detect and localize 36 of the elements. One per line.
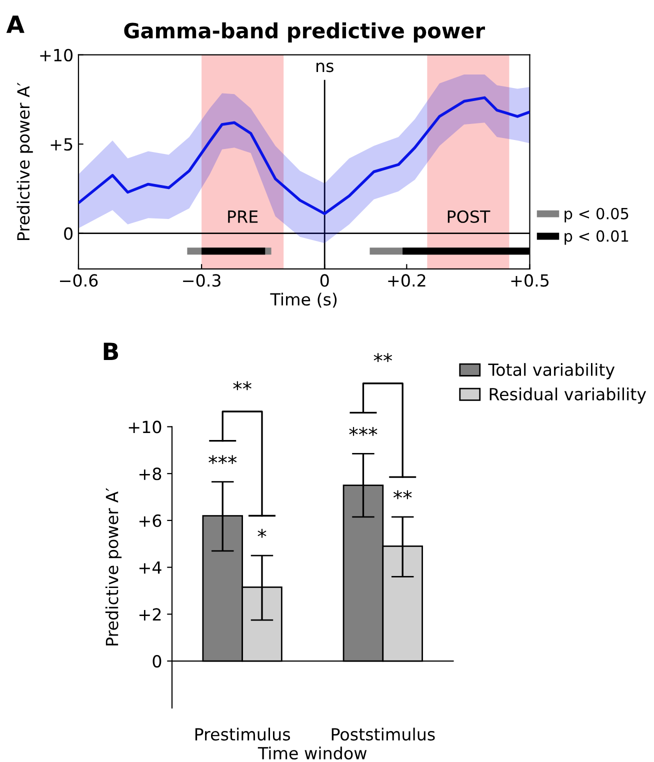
x-tick-label: −0.6 [60, 274, 98, 287]
x-tick-label: +0.2 [388, 274, 426, 287]
text: ** [374, 353, 392, 362]
y-tick-label: +6 [139, 514, 162, 528]
legend-label: Total variability [488, 363, 615, 380]
y-tick-label: +4 [139, 561, 162, 574]
y-axis-title: Predictive power A′ [105, 488, 122, 646]
text: ** [233, 381, 252, 390]
x-tick-label: Poststimulus [332, 728, 435, 741]
y-tick-label: +10 [40, 48, 73, 62]
annotation: *** [349, 426, 378, 436]
text: B [104, 342, 118, 360]
x-tick-label: −0.3 [183, 274, 220, 287]
annotation: * [258, 528, 266, 538]
legend-label: p < 0.05 [564, 208, 628, 222]
x-tick-label: +0.5 [511, 274, 549, 287]
y-tick-label: 0 [152, 654, 162, 668]
x-tick-label: 0 [320, 274, 329, 287]
y-tick-label: +10 [128, 420, 162, 434]
chart-title: Gamma-band predictive power [124, 22, 486, 43]
x-tick-label: Prestimulus [195, 728, 290, 741]
x-axis-title: Time window [258, 746, 367, 760]
legend-label: Residual variability [490, 388, 646, 404]
y-axis-title: Predictive power A′ [16, 82, 33, 240]
y-tick-label: 0 [64, 227, 73, 240]
ref-line-label: ns [316, 62, 334, 72]
band-label: PRE [228, 210, 258, 223]
y-tick-label: +2 [139, 608, 161, 621]
text: A [6, 16, 24, 33]
y-tick-label: +5 [50, 138, 72, 151]
band-label: POST [448, 210, 490, 223]
annotation: *** [208, 455, 237, 464]
annotation: ** [393, 490, 412, 500]
y-tick-label: +8 [139, 468, 162, 480]
legend-label: p < 0.01 [564, 230, 628, 245]
x-axis-title: Time (s) [270, 292, 337, 308]
